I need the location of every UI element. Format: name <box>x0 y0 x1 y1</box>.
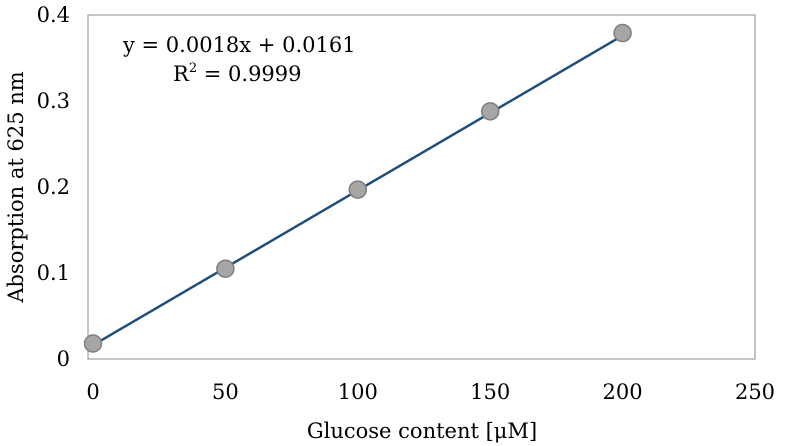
data-point <box>348 180 368 199</box>
r-squared-label: R2 = 0.9999 <box>173 61 302 86</box>
data-point <box>83 334 103 353</box>
x-tick-labels: 0 50 100 150 200 250 <box>86 380 775 404</box>
x-tick-label: 150 <box>470 380 510 404</box>
y-tick-label: 0.1 <box>37 261 70 285</box>
data-points <box>83 23 632 353</box>
data-point <box>216 259 235 278</box>
y-tick-label: 0.2 <box>37 175 70 199</box>
x-tick-label: 200 <box>603 380 643 404</box>
trendline-equation: y = 0.0018x + 0.0161 <box>122 33 356 57</box>
data-point <box>613 23 632 43</box>
x-axis-title: Glucose content [μM] <box>307 419 537 443</box>
y-tick-label: 0 <box>57 347 70 371</box>
data-point <box>480 102 500 121</box>
r-squared-exponent: 2 <box>189 61 197 76</box>
plot-area <box>87 14 756 360</box>
y-tick-label: 0.3 <box>37 89 70 113</box>
x-tick-label: 250 <box>735 380 775 404</box>
x-tick-label: 100 <box>338 380 378 404</box>
y-axis-title: Absorption at 625 nm <box>4 71 28 303</box>
x-tick-label: 0 <box>86 380 99 404</box>
x-tick-label: 50 <box>212 380 239 404</box>
y-tick-labels: 0 0.1 0.2 0.3 0.4 <box>37 3 70 371</box>
y-tick-label: 0.4 <box>37 3 70 27</box>
r-squared-value: = 0.9999 <box>197 62 301 86</box>
r-squared-r: R <box>173 62 190 86</box>
